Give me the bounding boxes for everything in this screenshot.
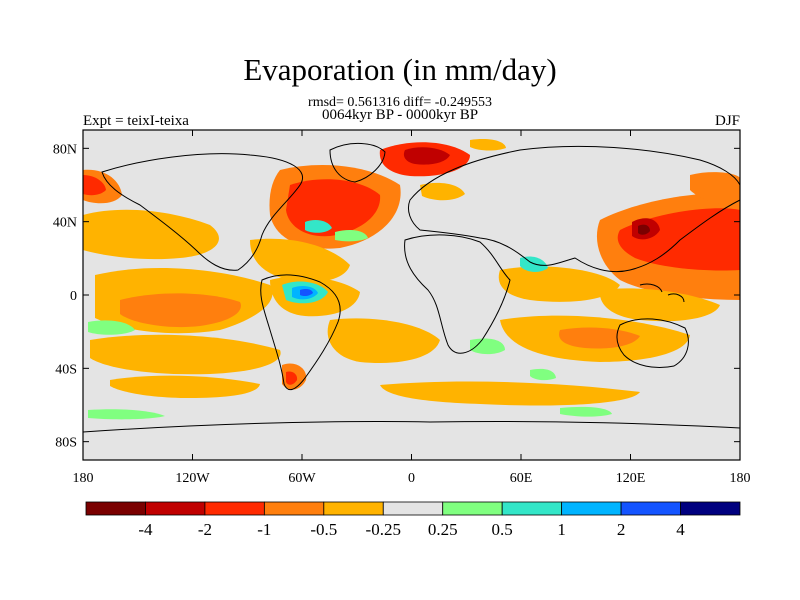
colorbar: -4 -2 -1 -0.5 -0.25 0.25 0.5 1 2 4 <box>85 501 741 539</box>
field-south-pacific-2 <box>110 375 260 398</box>
colorbar-swatch <box>263 501 325 516</box>
lat-tick-label: 40S <box>55 362 77 377</box>
anomaly-fields <box>83 138 740 420</box>
latitude-axis: 80N 40N 0 40S 80S <box>53 142 740 451</box>
colorbar-swatch <box>323 501 384 516</box>
colorbar-label: 1 <box>557 520 566 539</box>
lon-tick-label: 0 <box>408 471 415 486</box>
coast-eurasia <box>407 145 741 273</box>
colorbar-swatch <box>145 501 206 516</box>
lon-tick-label: 120W <box>175 471 210 486</box>
colorbar-swatch <box>204 501 265 516</box>
field-indian-core <box>559 327 640 349</box>
period-line: 0064kyr BP - 0000kyr BP <box>321 107 479 123</box>
coast-north-america <box>101 153 303 271</box>
field-southern-green-1 <box>530 368 556 381</box>
coast-greenland <box>329 143 386 183</box>
colorbar-swatch <box>561 501 622 516</box>
stats-line: rmsd= 0.561316 diff= -0.249553 <box>308 95 492 110</box>
colorbar-label: 4 <box>676 520 685 539</box>
coastlines <box>82 143 741 433</box>
colorbar-swatch <box>680 501 741 516</box>
field-east-asia <box>690 172 740 206</box>
colorbar-label: 2 <box>617 520 626 539</box>
field-pacific-green-1 <box>88 320 135 335</box>
field-maritime <box>599 288 720 322</box>
field-amazon-deep <box>300 289 313 297</box>
lat-tick-label: 80S <box>55 436 77 451</box>
experiment-label: Expt = teixI-teixa <box>83 113 189 129</box>
field-europe <box>420 182 465 201</box>
colorbar-label: -2 <box>198 520 212 539</box>
field-atlantic-subtropic <box>250 238 350 282</box>
lat-tick-label: 80N <box>53 142 77 157</box>
longitude-axis: 180 120W 60W 0 60E 120E 180 <box>73 130 751 486</box>
lon-tick-label: 120E <box>616 471 646 486</box>
field-indian-north <box>498 266 620 302</box>
lon-tick-label: 60E <box>510 471 533 486</box>
colorbar-label: -0.5 <box>310 520 337 539</box>
field-patagonia <box>286 371 298 385</box>
chart-title: Evaporation (in mm/day) <box>243 52 557 87</box>
colorbar-label: -1 <box>257 520 271 539</box>
coast-islands-asia <box>639 283 685 303</box>
lon-tick-label: 180 <box>730 471 751 486</box>
lon-tick-label: 180 <box>73 471 94 486</box>
lat-tick-label: 0 <box>70 289 77 304</box>
field-indian-green <box>470 338 505 355</box>
field-pacific-band-core <box>120 293 241 328</box>
colorbar-label: -0.25 <box>366 520 401 539</box>
field-kuroshio-deep <box>638 224 650 235</box>
field-atlantic-green <box>335 230 368 242</box>
colorbar-swatch <box>501 501 563 516</box>
coast-africa <box>404 234 511 354</box>
colorbar-swatch <box>382 501 444 516</box>
field-arctic-bits <box>470 138 506 151</box>
field-alaska-core <box>83 175 106 196</box>
colorbar-swatch <box>620 501 681 516</box>
field-southern-green-2 <box>560 406 612 417</box>
field-south-pacific <box>90 334 281 375</box>
colorbar-swatch <box>442 501 503 516</box>
lat-tick-label: 40N <box>53 216 77 231</box>
field-north-pacific-west <box>83 209 219 260</box>
field-atlantic-cyan <box>305 220 332 233</box>
lon-tick-label: 60W <box>288 471 316 486</box>
season-label: DJF <box>714 113 740 129</box>
coast-australia <box>616 318 689 369</box>
colorbar-label: -4 <box>138 520 153 539</box>
colorbar-swatch <box>85 501 146 516</box>
field-pacific-green-2 <box>88 409 165 420</box>
colorbar-label: 0.5 <box>492 520 513 539</box>
field-greenland-core <box>403 147 450 165</box>
coast-south-america <box>260 274 341 391</box>
coast-antarctica <box>82 420 741 433</box>
colorbar-label: 0.25 <box>428 520 458 539</box>
field-southern-band <box>380 381 640 406</box>
field-south-atlantic <box>327 318 440 364</box>
